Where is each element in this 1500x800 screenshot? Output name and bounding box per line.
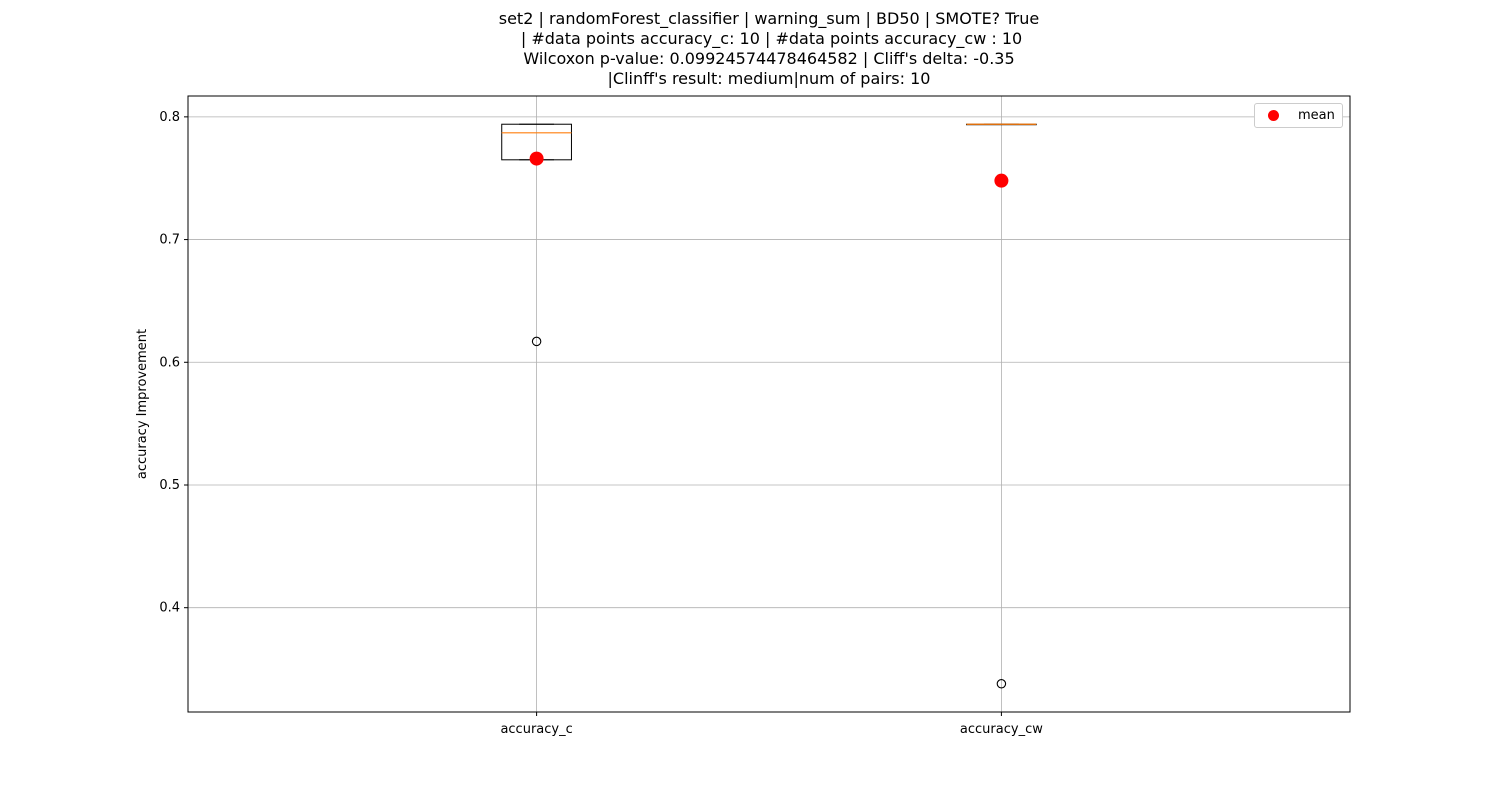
- plot-frame: [187, 95, 1351, 713]
- mean-marker: [994, 173, 1009, 188]
- legend-mean-label: mean: [1298, 108, 1335, 123]
- y-tick-label: 0.6: [159, 355, 180, 370]
- title-line-1: set2 | randomForest_classifier | warning…: [498, 9, 1040, 28]
- title-line-3: Wilcoxon p-value: 0.09924574478464582 | …: [523, 49, 1015, 68]
- legend: mean: [1254, 103, 1343, 128]
- y-tick-label: 0.8: [159, 110, 180, 125]
- mean-marker: [529, 151, 544, 166]
- y-tick-label: 0.7: [159, 233, 180, 248]
- x-tick-label: accuracy_cw: [960, 722, 1043, 737]
- y-tick-label: 0.4: [159, 601, 180, 616]
- y-tick-label: 0.5: [159, 478, 180, 493]
- legend-mean-marker: [1268, 110, 1279, 121]
- y-axis-label: accuracy Improvement: [135, 329, 150, 479]
- x-tick-label: accuracy_c: [500, 722, 572, 737]
- title-line-2: | #data points accuracy_c: 10 | #data po…: [515, 29, 1023, 48]
- outlier-point: [996, 679, 1007, 689]
- chart-title: set2 | randomForest_classifier | warning…: [0, 9, 1500, 89]
- title-line-4: |Clinff's result: medium|num of pairs: 1…: [607, 69, 931, 88]
- outlier-point: [531, 336, 542, 347]
